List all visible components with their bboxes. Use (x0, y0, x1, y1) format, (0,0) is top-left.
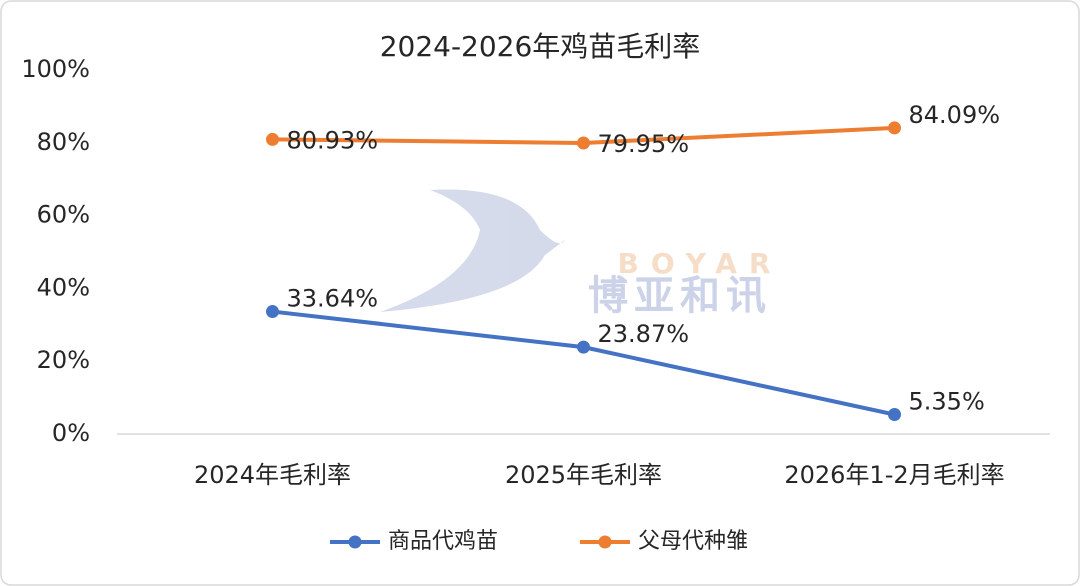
chart-title: 2024-2026年鸡苗毛利率 (380, 30, 701, 63)
y-tick-label: 20% (37, 346, 90, 374)
watermark-brand: BOYAR (618, 247, 783, 280)
data-label: 5.35% (909, 388, 985, 416)
data-point (266, 305, 279, 319)
y-tick-label: 60% (37, 201, 90, 229)
x-tick-label: 2025年毛利率 (505, 461, 662, 489)
data-point (888, 408, 901, 422)
legend-label: 父母代种雏 (638, 529, 748, 554)
data-label: 23.87% (598, 320, 690, 348)
data-point (577, 340, 590, 354)
data-label: 80.93% (287, 126, 379, 154)
watermark-name: 博亚和讯 (588, 273, 772, 319)
y-tick-label: 0% (52, 419, 90, 447)
legend-label: 商品代鸡苗 (388, 529, 498, 554)
y-tick-label: 40% (37, 273, 90, 301)
data-label: 84.09% (909, 101, 1001, 129)
data-point (888, 121, 901, 135)
y-tick-label: 80% (37, 128, 90, 156)
data-label: 33.64% (287, 285, 379, 313)
x-tick-label: 2026年1-2月毛利率 (784, 461, 1004, 489)
x-tick-label: 2024年毛利率 (194, 461, 351, 489)
y-tick-label: 100% (21, 55, 90, 83)
data-point (266, 132, 279, 146)
watermark-logo (380, 189, 565, 312)
data-point (577, 136, 590, 150)
data-label: 79.95% (598, 130, 690, 158)
legend-marker (598, 535, 612, 549)
watermark: BOYAR 博亚和讯 (380, 189, 783, 319)
legend-marker (348, 535, 362, 549)
